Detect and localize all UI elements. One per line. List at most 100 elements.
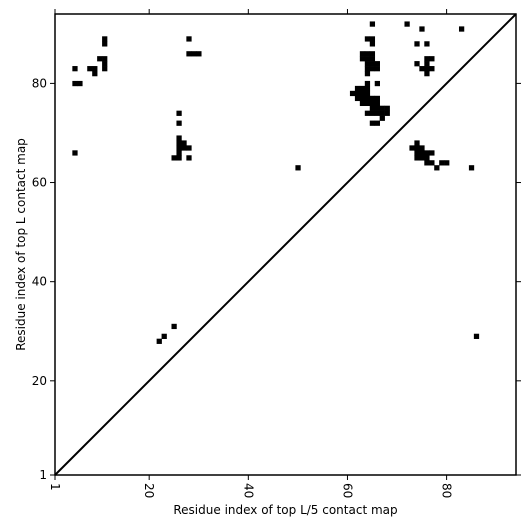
contact-point [359,95,366,102]
contact-point [364,56,371,62]
contact-point [102,41,108,47]
contact-point [359,100,366,107]
contact-point [359,51,366,57]
contact-point [369,21,376,27]
contact-point [72,80,78,87]
contact-point [379,115,385,121]
y-tick-label: 80 [32,76,47,90]
contact-point [424,160,430,166]
contact-point [176,135,182,141]
contact-point [414,140,420,146]
contact-point [369,56,376,62]
contact-point [364,100,371,107]
contact-point [444,160,450,166]
contact-point [295,165,301,171]
contact-point [424,71,430,77]
x-axis-label: Residue index of top L/5 contact map [173,503,397,517]
contact-point [429,56,435,62]
contact-point [374,80,380,87]
contact-point [161,333,167,339]
contact-point [171,155,177,161]
contact-point [176,155,182,161]
contact-point [369,95,376,102]
contact-point [429,150,435,156]
contact-point [458,26,465,32]
plot-frame [54,13,517,476]
contact-point [186,155,192,161]
contact-point [364,110,371,116]
contact-point [191,51,197,57]
contact-point [419,145,425,151]
contact-point [364,61,371,67]
contact-point [419,26,425,32]
contact-point [473,333,480,339]
contact-point [364,71,371,77]
contact-point [414,61,420,67]
contact-point [369,36,376,42]
contact-point [369,66,376,72]
x-tick-label: 20 [142,483,156,498]
contact-point [102,61,108,67]
y-tick-label: 60 [32,176,47,190]
contact-point [186,145,192,151]
x-tick-label: 1 [48,483,62,491]
contact-point [424,155,430,161]
contact-point [92,66,98,72]
contact-point [102,56,108,62]
x-tick-label: 80 [440,483,454,498]
contact-point [384,110,390,116]
contact-point [379,105,385,111]
contact-point [176,145,182,151]
x-tick-label: 40 [241,483,255,498]
contact-point [369,41,376,47]
contact-point [72,150,78,156]
contact-point [102,66,108,72]
contact-point [186,36,192,42]
contact-point [359,90,366,97]
contact-point [102,36,108,42]
contact-point [364,66,371,72]
contact-point [424,66,430,72]
contact-point [87,66,93,72]
contact-point [424,56,430,62]
contact-point [186,51,192,57]
contact-point [374,95,380,102]
contact-point [369,100,376,107]
contact-point [359,85,366,92]
x-tick-label: 60 [340,483,354,498]
contact-point [424,41,430,47]
contact-point [384,105,390,111]
contact-point [414,145,420,151]
contact-point [439,160,445,166]
contact-point [374,61,380,67]
contact-point [424,150,430,156]
contact-point [374,100,380,107]
contact-point [364,51,371,57]
contact-point [176,150,182,156]
contact-point [434,165,440,171]
contact-point [369,61,376,67]
contact-marks [72,21,480,344]
contact-point [354,90,361,97]
contact-point [364,85,371,92]
contact-point [414,41,420,47]
contact-point [349,90,356,97]
contact-point [424,61,430,67]
contact-point [374,120,380,126]
contact-point [364,80,371,87]
contact-point [429,66,435,72]
contact-point [429,160,435,166]
contact-point [374,105,380,111]
contact-point [176,120,182,126]
contact-point [369,110,376,116]
contact-point [176,140,182,146]
contact-point [181,140,187,146]
contact-point [414,155,420,161]
y-tick-label: 1 [39,468,47,482]
contact-point [369,51,376,57]
diagonal-line [54,13,517,476]
contact-point [77,80,83,87]
y-tick-label: 20 [32,374,47,388]
